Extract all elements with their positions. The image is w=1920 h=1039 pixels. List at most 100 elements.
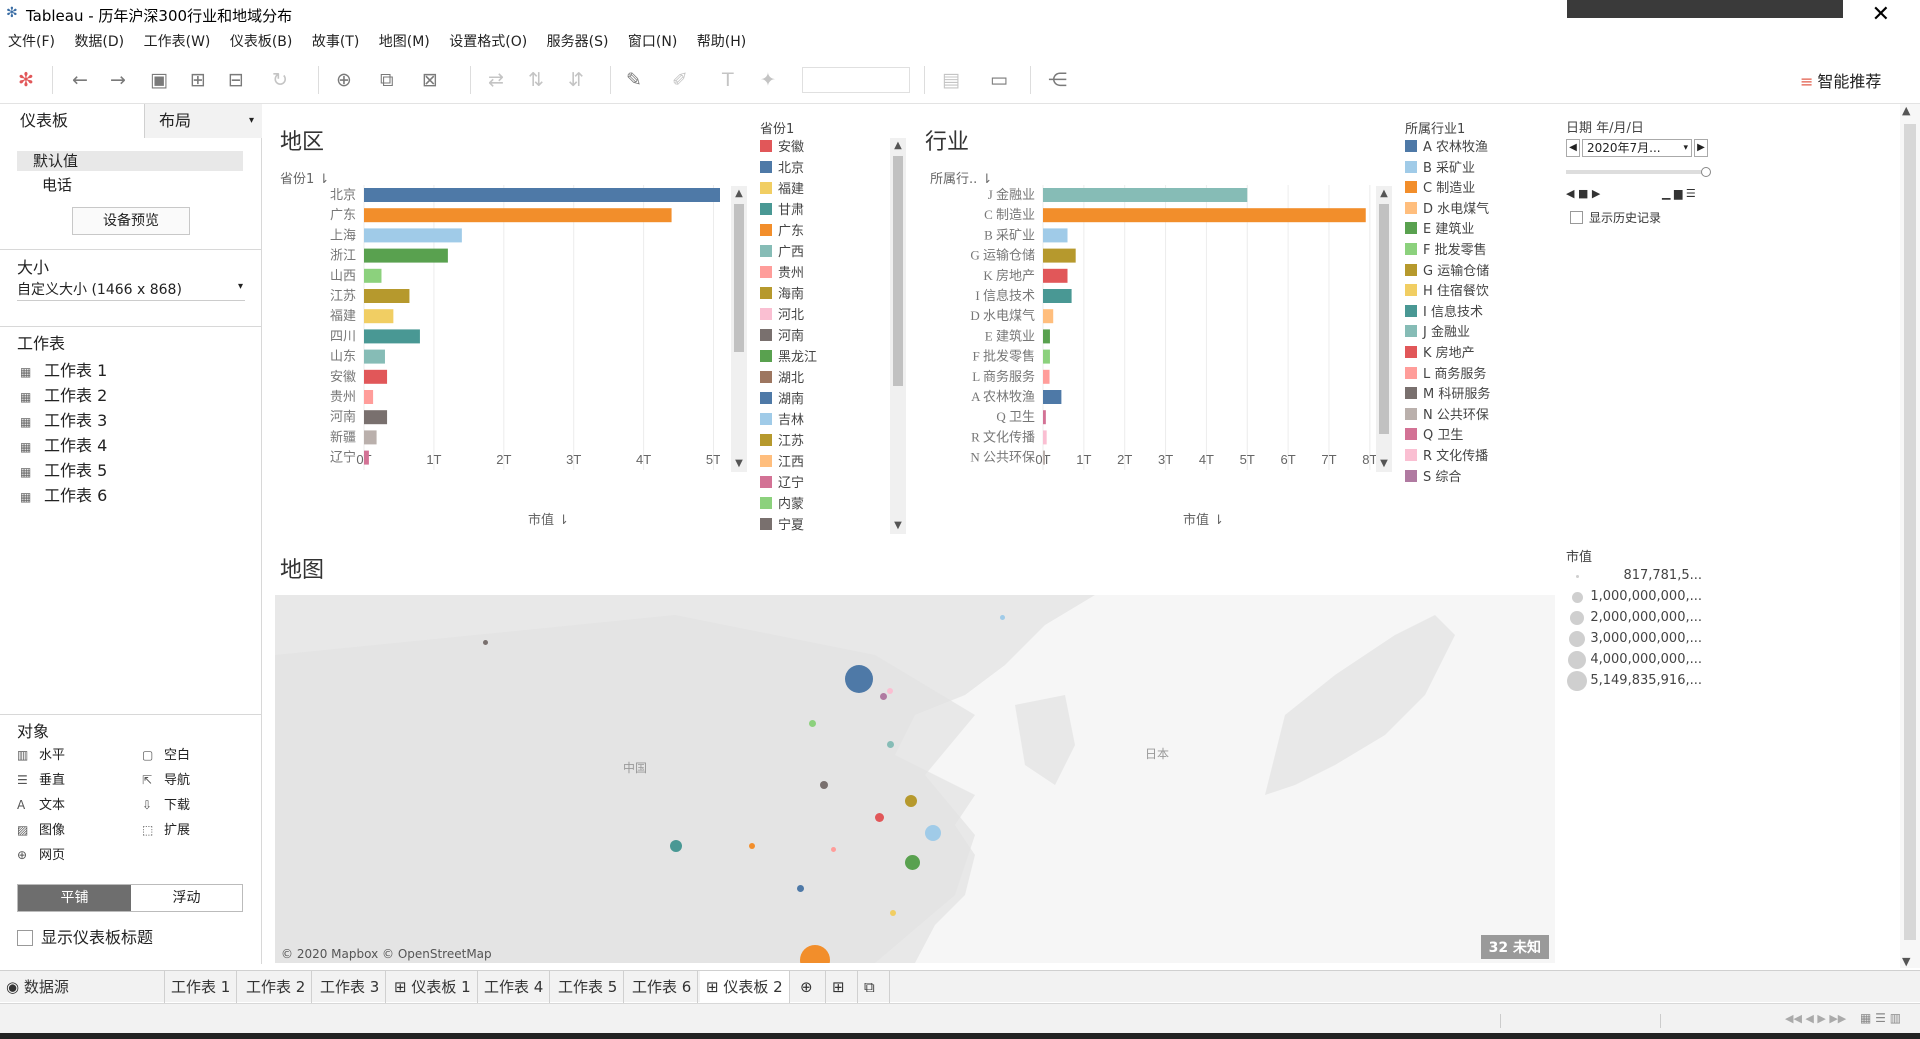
map-point[interactable] (905, 795, 917, 807)
labels-icon[interactable]: T (722, 69, 734, 91)
sort-icon[interactable]: ⇂ (1213, 513, 1225, 528)
pause-updates-icon[interactable]: ⊟ (228, 69, 244, 91)
refresh-icon[interactable]: ↻ (272, 69, 288, 91)
sheet-item[interactable]: ▦ 工作表 5 (20, 460, 107, 482)
map-copyright[interactable]: © 2020 Mapbox © OpenStreetMap (281, 947, 492, 961)
speed-controls[interactable]: ▁ ▆ ☰ (1662, 187, 1696, 200)
new-sheet-icon[interactable]: ⊕ (336, 69, 352, 91)
fit-dropdown[interactable] (802, 67, 910, 93)
legend-item[interactable]: 吉林 (760, 411, 804, 431)
object-vertical[interactable]: ☰ 垂直 (17, 773, 66, 788)
smart-recommend-button[interactable]: ≡ 智能推荐 (1800, 72, 1882, 91)
size-dropdown[interactable]: 自定义大小 (1466 x 868) ▾ (17, 279, 245, 301)
chevron-up-icon[interactable]: ▲ (1902, 104, 1911, 117)
tab-sheet[interactable]: 工作表 4 (478, 971, 551, 1003)
dashboard-scrollbar[interactable]: ▲ ▼ (1900, 104, 1920, 968)
tab-sheet[interactable]: 工作表 3 (314, 971, 387, 1003)
new-story-tab-icon[interactable]: ⧉ (858, 971, 890, 1003)
legend-item[interactable]: 北京 (760, 159, 804, 179)
map-point[interactable] (483, 640, 488, 645)
menu-map[interactable]: 地图(M) (378, 34, 430, 50)
legend-item[interactable]: 江西 (760, 453, 804, 473)
new-dashboard-tab-icon[interactable]: ⊞ (826, 971, 858, 1003)
legend-item[interactable]: 宁夏 (760, 516, 804, 536)
map-point[interactable] (797, 885, 804, 892)
legend-item[interactable]: E 建筑业 (1405, 220, 1474, 240)
new-sheet-tab-icon[interactable]: ⊕ (794, 971, 826, 1003)
map-point[interactable] (749, 843, 755, 849)
legend-item[interactable]: S 综合 (1405, 468, 1461, 488)
sort-desc-icon[interactable]: ⇵ (568, 69, 584, 91)
chevron-down-icon[interactable]: ▼ (894, 520, 902, 531)
legend-item[interactable]: J 金融业 (1405, 323, 1470, 343)
share-icon[interactable]: ⋲ (1048, 69, 1067, 91)
legend-item[interactable]: 辽宁 (760, 474, 804, 494)
slider-handle[interactable] (1701, 167, 1711, 177)
legend-item[interactable]: 河北 (760, 306, 804, 326)
legend-item[interactable]: L 商务服务 (1405, 365, 1486, 385)
legend-item[interactable]: 福建 (760, 180, 804, 200)
legend-item[interactable]: 河南 (760, 327, 804, 347)
legend-item[interactable]: 甘肃 (760, 201, 804, 221)
legend-item[interactable]: Q 卫生 (1405, 426, 1463, 446)
map-point-beijing[interactable] (845, 665, 873, 693)
duplicate-sheet-icon[interactable]: ⧉ (380, 69, 394, 91)
tab-sheet[interactable]: 工作表 5 (552, 971, 625, 1003)
checkbox[interactable] (17, 930, 33, 946)
sort-icon[interactable]: ⇂ (558, 513, 570, 528)
sheet-item[interactable]: ▦ 工作表 1 (20, 360, 107, 382)
map-point[interactable] (670, 840, 682, 852)
playback-controls[interactable]: ◀ ■ ▶ (1566, 187, 1601, 200)
legend-item[interactable]: G 运输仓储 (1405, 262, 1489, 282)
floating-button[interactable]: 浮动 (131, 885, 242, 911)
map-point[interactable] (1000, 615, 1005, 620)
new-datasource-icon[interactable]: ⊞ (190, 69, 206, 91)
sheet-item[interactable]: ▦ 工作表 3 (20, 410, 107, 432)
redo-icon[interactable]: → (110, 69, 126, 91)
legend-item[interactable]: 湖南 (760, 390, 804, 410)
legend-item[interactable]: C 制造业 (1405, 179, 1475, 199)
scroll-thumb[interactable] (1379, 204, 1389, 434)
show-dashboard-title[interactable]: 显示仪表板标题 (17, 924, 153, 948)
tab-dashboard-1[interactable]: ⊞ 仪表板 1 (388, 971, 478, 1003)
menu-dashboard[interactable]: 仪表板(B) (229, 34, 293, 50)
chevron-down-icon[interactable]: ▼ (1380, 458, 1388, 469)
map-point[interactable] (880, 693, 887, 700)
menu-help[interactable]: 帮助(H) (696, 34, 747, 50)
presentation-mode-icon[interactable]: ▭ (990, 69, 1008, 91)
date-dropdown[interactable]: 2020年7月... ▾ (1582, 139, 1692, 157)
view-toggle-icons[interactable]: ▦ ☰ ▥ (1860, 1011, 1902, 1025)
legend-item[interactable]: N 公共环保 (1405, 406, 1489, 426)
chevron-up-icon[interactable]: ▲ (894, 140, 902, 151)
tab-dashboard-2[interactable]: ⊞ 仪表板 2 (700, 971, 790, 1003)
menu-worksheet[interactable]: 工作表(W) (143, 34, 211, 50)
map-point[interactable] (831, 847, 836, 852)
checkbox[interactable] (1570, 211, 1583, 224)
scroll-thumb[interactable] (734, 204, 744, 352)
legend-item[interactable]: 贵州 (760, 264, 804, 284)
menu-file[interactable]: 文件(F) (8, 34, 55, 50)
legend-item[interactable]: B 采矿业 (1405, 159, 1475, 179)
legend-item[interactable]: H 住宿餐饮 (1405, 282, 1489, 302)
highlight-icon[interactable]: ✎ (626, 69, 642, 91)
next-date-icon[interactable]: ▶ (1694, 139, 1708, 157)
sheet-nav-icons[interactable]: ◀◀ ◀ ▶ ▶▶ (1785, 1012, 1847, 1025)
tiled-button[interactable]: 平铺 (18, 885, 131, 911)
legend-item[interactable]: 安徽 (760, 138, 804, 158)
show-history[interactable]: 显示历史记录 (1570, 209, 1661, 226)
swap-icon[interactable]: ⇄ (488, 69, 504, 91)
legend-item[interactable]: K 房地产 (1405, 344, 1475, 364)
menu-server[interactable]: 服务器(S) (546, 34, 609, 50)
tab-sheet[interactable]: 工作表 2 (240, 971, 313, 1003)
pin-icon[interactable]: ✦ (760, 69, 776, 91)
group-icon[interactable]: ✐ (672, 69, 688, 91)
chevron-up-icon[interactable]: ▲ (1380, 188, 1388, 199)
date-slider[interactable] (1566, 170, 1704, 174)
legend-item[interactable]: M 科研服务 (1405, 385, 1490, 405)
map-point[interactable] (887, 688, 893, 694)
legend-item[interactable]: F 批发零售 (1405, 241, 1487, 261)
menu-format[interactable]: 设置格式(O) (449, 34, 528, 50)
sort-asc-icon[interactable]: ⇅ (528, 69, 544, 91)
legend-item[interactable]: 海南 (760, 285, 804, 305)
chevron-down-icon[interactable]: ▼ (735, 458, 743, 469)
